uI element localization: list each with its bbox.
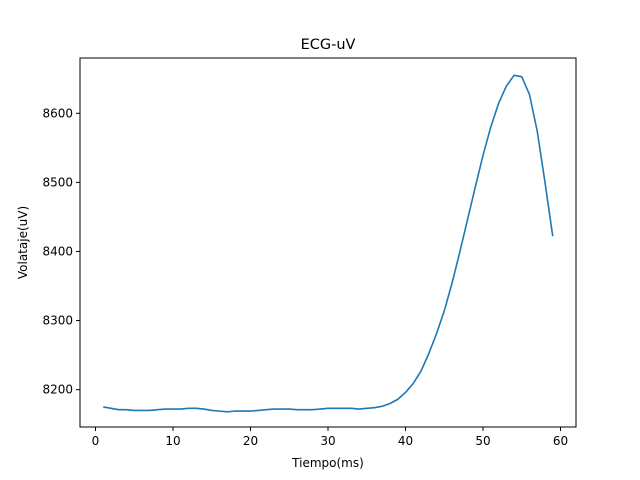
x-tick-label: 40 (398, 434, 413, 448)
y-axis-label: Volataje(uV) (16, 206, 30, 279)
chart-title: ECG-uV (301, 37, 356, 53)
x-tick-label: 30 (320, 434, 335, 448)
y-axis: 8200 8300 8400 8500 8600 (42, 106, 80, 397)
x-axis-label: Tiempo(ms) (291, 456, 364, 470)
x-tick-label: 10 (165, 434, 180, 448)
plot-area (103, 74, 554, 413)
y-tick-label: 8600 (42, 106, 73, 120)
y-tick-label: 8400 (42, 244, 73, 258)
x-tick-label: 0 (92, 434, 100, 448)
y-tick-label: 8500 (42, 175, 73, 189)
x-axis: 0 10 20 30 40 50 60 (92, 427, 568, 448)
series-line (103, 74, 554, 413)
x-tick-label: 20 (243, 434, 258, 448)
y-tick-label: 8300 (42, 314, 73, 328)
x-tick-label: 60 (553, 434, 568, 448)
x-tick-label: 50 (475, 434, 490, 448)
y-tick-label: 8200 (42, 383, 73, 397)
